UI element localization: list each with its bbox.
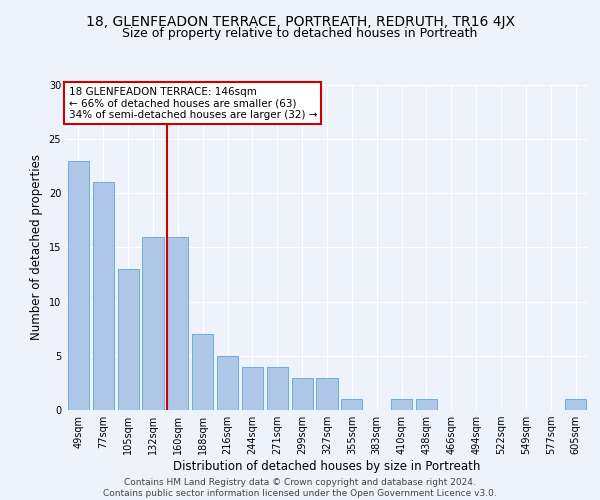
Text: 18 GLENFEADON TERRACE: 146sqm
← 66% of detached houses are smaller (63)
34% of s: 18 GLENFEADON TERRACE: 146sqm ← 66% of d… bbox=[68, 86, 317, 120]
Y-axis label: Number of detached properties: Number of detached properties bbox=[30, 154, 43, 340]
Bar bbox=[217, 356, 238, 410]
Bar bbox=[118, 269, 139, 410]
Bar bbox=[68, 161, 89, 410]
Bar bbox=[316, 378, 338, 410]
Bar bbox=[292, 378, 313, 410]
Bar bbox=[565, 399, 586, 410]
Bar bbox=[93, 182, 114, 410]
Text: Size of property relative to detached houses in Portreath: Size of property relative to detached ho… bbox=[122, 28, 478, 40]
Bar bbox=[267, 366, 288, 410]
X-axis label: Distribution of detached houses by size in Portreath: Distribution of detached houses by size … bbox=[173, 460, 481, 473]
Bar bbox=[416, 399, 437, 410]
Bar bbox=[192, 334, 213, 410]
Bar bbox=[242, 366, 263, 410]
Text: 18, GLENFEADON TERRACE, PORTREATH, REDRUTH, TR16 4JX: 18, GLENFEADON TERRACE, PORTREATH, REDRU… bbox=[86, 15, 515, 29]
Bar bbox=[341, 399, 362, 410]
Bar bbox=[142, 236, 164, 410]
Text: Contains HM Land Registry data © Crown copyright and database right 2024.
Contai: Contains HM Land Registry data © Crown c… bbox=[103, 478, 497, 498]
Bar bbox=[391, 399, 412, 410]
Bar bbox=[167, 236, 188, 410]
